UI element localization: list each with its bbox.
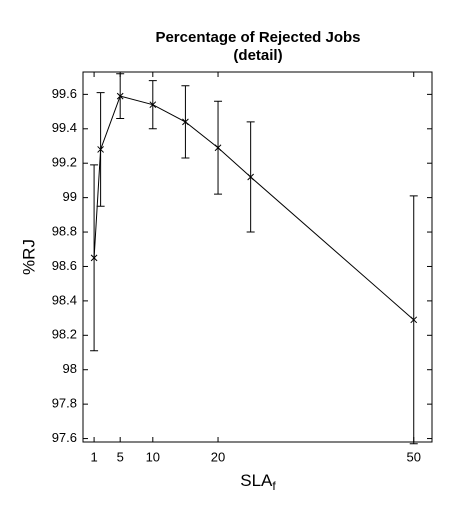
chart-title: Percentage of Rejected Jobs: [155, 29, 360, 46]
chart-subtitle: (detail): [233, 47, 282, 64]
y-tick-label: 98.4: [52, 292, 77, 307]
y-tick-label: 99.4: [52, 120, 77, 135]
y-tick-label: 98: [63, 361, 77, 376]
x-tick-label: 50: [407, 449, 421, 464]
y-tick-label: 99.2: [52, 155, 77, 170]
y-tick-label: 98.2: [52, 327, 77, 342]
point-marker: [149, 101, 157, 109]
series-line: [93, 95, 415, 321]
y-tick-label: 97.8: [52, 396, 77, 411]
x-tick-label: 1: [90, 449, 97, 464]
x-tick-label: 5: [117, 449, 124, 464]
point-marker: [182, 118, 189, 126]
x-axis-label: SLAf: [240, 471, 276, 493]
point-marker: [116, 92, 124, 100]
point-marker: [90, 254, 98, 262]
y-tick-label: 99: [63, 189, 77, 204]
point-marker: [214, 144, 222, 152]
y-tick-label: 98.6: [52, 258, 77, 273]
y-tick-label: 98.8: [52, 223, 77, 238]
plot-frame: [82, 71, 433, 443]
y-tick-label: 99.6: [52, 86, 77, 101]
y-axis-label: %RJ: [19, 239, 38, 275]
x-tick-label: 10: [146, 449, 160, 464]
point-marker: [410, 316, 418, 324]
x-tick-label: 20: [211, 449, 225, 464]
y-tick-label: 97.6: [52, 430, 77, 445]
point-marker: [247, 173, 255, 181]
point-marker: [97, 146, 104, 153]
x-axis-label-main: SLA: [240, 471, 273, 490]
x-axis-label-sub: f: [272, 479, 276, 493]
